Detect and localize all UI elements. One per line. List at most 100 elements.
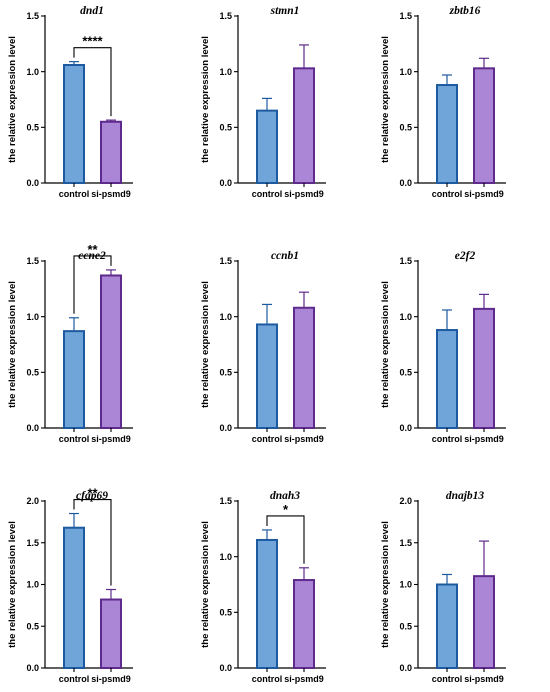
bar-si-psmd9 — [100, 598, 122, 670]
y-tick-label: 0.5 — [399, 621, 412, 631]
x-tick-label: control — [59, 674, 90, 684]
y-tick-label: 0.0 — [399, 423, 412, 433]
y-axis-label: the relative expression level — [7, 281, 18, 408]
panel-e2f2: 0.0 0.5 1.0 1.5 the relative expression leve… — [380, 250, 506, 444]
y-tick-label: 0.5 — [219, 608, 232, 618]
significance-bracket — [266, 515, 305, 564]
y-tick-label: 0.5 — [26, 368, 39, 378]
y-tick-label: 1.0 — [26, 67, 39, 77]
y-axis-label: the relative expression level — [200, 281, 211, 408]
x-tick-label: si-psmd9 — [284, 434, 324, 444]
y-tick-label: 1.5 — [399, 538, 412, 548]
chart-title: zbtb16 — [449, 5, 481, 17]
panel-ccnb1: 0.0 0.5 1.0 1.5 the relative expression leve… — [200, 250, 326, 444]
y-tick-label: 1.5 — [26, 256, 39, 266]
chart-title: cfap69 — [76, 490, 108, 502]
significance-label: **** — [82, 34, 103, 49]
x-tick-label: control — [432, 189, 463, 199]
y-axis-label: the relative expression level — [380, 521, 391, 648]
y-tick-label: 0.5 — [399, 123, 412, 133]
y-tick-label: 0.0 — [219, 178, 232, 188]
chart-title: e2f2 — [455, 250, 476, 262]
x-tick-label: si-psmd9 — [284, 189, 324, 199]
y-tick-label: 0.5 — [219, 368, 232, 378]
bar-si-psmd9 — [293, 579, 315, 670]
x-tick-label: control — [252, 434, 283, 444]
bar-si-psmd9 — [473, 575, 495, 670]
y-axis-label: the relative expression level — [7, 521, 18, 648]
y-tick-label: 1.5 — [219, 11, 232, 21]
x-tick-label: control — [252, 189, 283, 199]
y-tick-label: 0.0 — [26, 663, 39, 673]
x-tick-label: si-psmd9 — [464, 674, 504, 684]
y-tick-label: 0.5 — [219, 123, 232, 133]
y-tick-label: 0.0 — [26, 178, 39, 188]
x-tick-label: control — [59, 189, 90, 199]
y-tick-label: 1.5 — [219, 496, 232, 506]
significance-bracket — [73, 47, 112, 117]
y-tick-label: 1.0 — [399, 312, 412, 322]
bar-control — [63, 63, 85, 184]
panel-zbtb16: 0.0 0.5 1.0 1.5 the relative expression leve… — [380, 5, 506, 199]
bar-si-psmd9 — [293, 67, 315, 184]
x-tick-label: control — [252, 674, 283, 684]
y-axis-label: the relative expression level — [200, 521, 211, 648]
y-tick-label: 1.5 — [26, 538, 39, 548]
x-tick-label: si-psmd9 — [284, 674, 324, 684]
y-tick-label: 2.0 — [399, 496, 412, 506]
bar-control — [256, 323, 278, 429]
significance-label: ** — [87, 486, 98, 501]
y-tick-label: 1.0 — [219, 312, 232, 322]
x-tick-label: si-psmd9 — [91, 189, 131, 199]
x-tick-label: si-psmd9 — [464, 434, 504, 444]
y-tick-label: 1.0 — [26, 580, 39, 590]
panel-dnajb13: 0.0 0.5 1.0 1.5 2.0 the relative expression l… — [380, 490, 506, 684]
y-tick-label: 0.0 — [399, 663, 412, 673]
y-tick-label: 1.0 — [399, 580, 412, 590]
significance-bracket — [73, 498, 112, 586]
y-tick-label: 1.0 — [399, 67, 412, 77]
y-axis-label: the relative expression level — [200, 36, 211, 163]
x-tick-label: si-psmd9 — [91, 674, 131, 684]
panel-cfap69: 0.0 0.5 1.0 1.5 2.0 the relative expression l… — [7, 486, 133, 684]
y-tick-label: 1.5 — [399, 11, 412, 21]
significance-bracket — [73, 255, 112, 314]
chart-title: dnah3 — [270, 490, 300, 502]
y-tick-label: 1.0 — [219, 552, 232, 562]
panel-stmn1: 0.0 0.5 1.0 1.5 the relative expression leve… — [200, 5, 326, 199]
bar-control — [256, 538, 278, 670]
bar-si-psmd9 — [293, 306, 315, 430]
x-tick-label: si-psmd9 — [464, 189, 504, 199]
significance-label: * — [283, 502, 289, 517]
bar-control — [436, 84, 458, 184]
chart-title: dnajb13 — [446, 490, 485, 502]
chart-title: ccnb1 — [271, 250, 299, 262]
panel-ccne2: 0.0 0.5 1.0 1.5 the relative expression leve… — [7, 242, 133, 444]
y-tick-label: 0.5 — [26, 621, 39, 631]
panel-dnd1: 0.0 0.5 1.0 1.5 the relative expression leve… — [7, 5, 133, 199]
chart-title: ccne2 — [78, 250, 106, 262]
x-tick-label: control — [59, 434, 90, 444]
y-tick-label: 0.0 — [219, 423, 232, 433]
bar-si-psmd9 — [100, 274, 122, 429]
y-tick-label: 1.0 — [26, 312, 39, 322]
y-tick-label: 0.0 — [26, 423, 39, 433]
y-tick-label: 0.0 — [399, 178, 412, 188]
y-axis-label: the relative expression level — [380, 281, 391, 408]
y-tick-label: 2.0 — [26, 496, 39, 506]
bar-si-psmd9 — [100, 120, 122, 185]
bar-control — [63, 526, 85, 669]
bar-control — [63, 330, 85, 430]
y-tick-label: 0.5 — [26, 123, 39, 133]
y-tick-label: 0.5 — [399, 368, 412, 378]
x-tick-label: si-psmd9 — [91, 434, 131, 444]
significance-label: ** — [87, 242, 98, 257]
bar-control — [436, 583, 458, 669]
chart-title: dnd1 — [80, 5, 104, 17]
panel-dnah3: 0.0 0.5 1.0 1.5 the relative expression leve… — [200, 490, 326, 684]
y-tick-label: 0.0 — [219, 663, 232, 673]
bar-control — [436, 329, 458, 430]
x-tick-label: control — [432, 434, 463, 444]
y-tick-label: 1.5 — [26, 11, 39, 21]
